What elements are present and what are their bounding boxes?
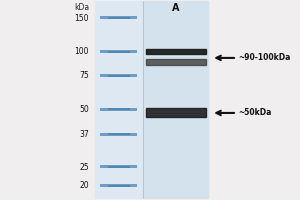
Bar xyxy=(108,133,130,135)
Text: ~50kDa: ~50kDa xyxy=(238,108,272,117)
Bar xyxy=(100,133,137,136)
Text: 20: 20 xyxy=(79,181,89,190)
Bar xyxy=(94,1,143,199)
Bar xyxy=(146,59,206,65)
Text: ~90-100kDa: ~90-100kDa xyxy=(238,53,291,62)
Text: 25: 25 xyxy=(79,163,89,172)
Bar xyxy=(100,16,137,19)
Bar xyxy=(108,75,130,77)
Bar xyxy=(108,185,130,187)
Text: 100: 100 xyxy=(74,47,89,56)
Bar xyxy=(108,51,130,53)
Bar xyxy=(146,108,206,117)
Bar xyxy=(108,108,130,110)
Bar xyxy=(108,166,130,168)
Bar xyxy=(146,49,206,54)
Bar xyxy=(108,17,130,19)
Text: kDa: kDa xyxy=(74,3,89,12)
Bar xyxy=(100,50,137,53)
Text: 75: 75 xyxy=(79,71,89,80)
Text: 150: 150 xyxy=(74,14,89,23)
Bar xyxy=(100,74,137,77)
Bar xyxy=(100,165,137,168)
Text: A: A xyxy=(172,3,179,13)
Bar xyxy=(100,108,137,111)
Text: 50: 50 xyxy=(79,105,89,114)
Bar xyxy=(143,1,208,199)
Text: 37: 37 xyxy=(79,130,89,139)
Bar xyxy=(100,184,137,187)
